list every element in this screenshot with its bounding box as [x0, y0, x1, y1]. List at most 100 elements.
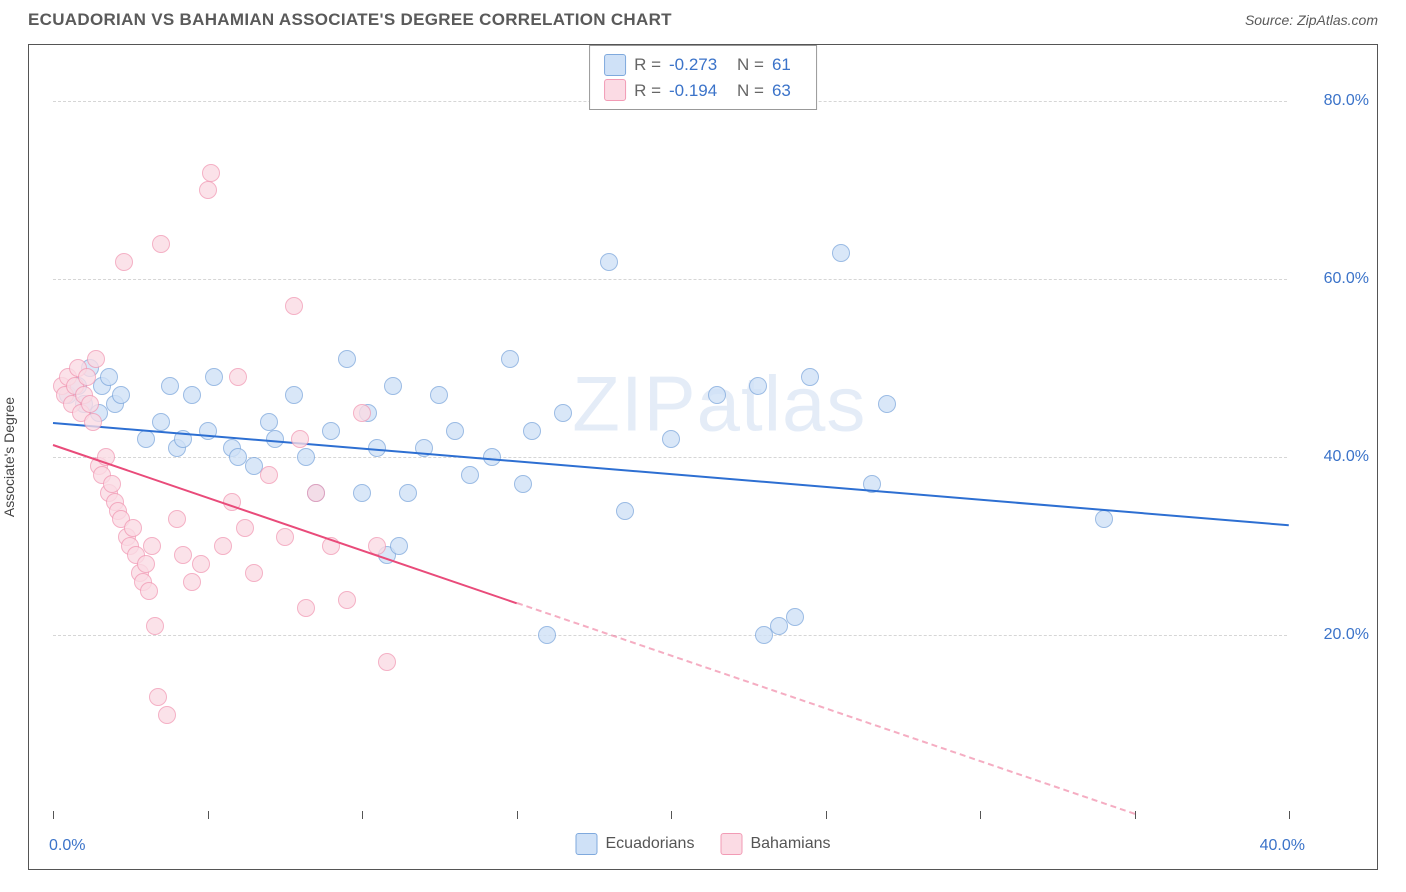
y-tick-label: 60.0%: [1324, 270, 1369, 288]
r-value: -0.194: [669, 78, 729, 104]
data-point: [786, 608, 804, 626]
data-point: [1095, 510, 1113, 528]
data-point: [384, 377, 402, 395]
data-point: [616, 502, 634, 520]
data-point: [137, 555, 155, 573]
data-point: [538, 626, 556, 644]
data-point: [124, 519, 142, 537]
data-point: [338, 350, 356, 368]
header-bar: ECUADORIAN VS BAHAMIAN ASSOCIATE'S DEGRE…: [0, 0, 1406, 36]
chart-frame: Associate's Degree ZIPatlas 20.0%40.0%60…: [28, 44, 1378, 870]
data-point: [297, 599, 315, 617]
x-tick: [53, 811, 54, 819]
data-point: [338, 591, 356, 609]
data-point: [390, 537, 408, 555]
data-point: [291, 430, 309, 448]
data-point: [84, 413, 102, 431]
x-tick: [208, 811, 209, 819]
data-point: [353, 484, 371, 502]
data-point: [353, 404, 371, 422]
data-point: [285, 386, 303, 404]
data-point: [152, 413, 170, 431]
data-point: [430, 386, 448, 404]
data-point: [229, 368, 247, 386]
data-point: [260, 466, 278, 484]
data-point: [523, 422, 541, 440]
r-label: R =: [634, 52, 661, 78]
stat-legend-row: R = -0.273 N = 61: [604, 52, 802, 78]
data-point: [514, 475, 532, 493]
data-point: [115, 253, 133, 271]
data-point: [878, 395, 896, 413]
data-point: [501, 350, 519, 368]
plot-area: ZIPatlas 20.0%40.0%60.0%80.0%: [53, 57, 1287, 811]
data-point: [158, 706, 176, 724]
n-label: N =: [737, 78, 764, 104]
stat-legend-row: R = -0.194 N = 63: [604, 78, 802, 104]
data-point: [461, 466, 479, 484]
data-point: [149, 688, 167, 706]
gridline: [53, 635, 1287, 636]
x-min-label: 0.0%: [49, 837, 85, 855]
legend-swatch: [576, 833, 598, 855]
data-point: [183, 573, 201, 591]
x-tick: [671, 811, 672, 819]
data-point: [378, 653, 396, 671]
y-axis-label: Associate's Degree: [1, 397, 17, 517]
legend-swatch: [720, 833, 742, 855]
data-point: [307, 484, 325, 502]
data-point: [168, 510, 186, 528]
data-point: [78, 368, 96, 386]
trend-line: [516, 602, 1135, 815]
n-label: N =: [737, 52, 764, 78]
x-tick: [1289, 811, 1290, 819]
data-point: [81, 395, 99, 413]
x-tick: [826, 811, 827, 819]
data-point: [399, 484, 417, 502]
data-point: [297, 448, 315, 466]
data-point: [87, 350, 105, 368]
y-tick-label: 40.0%: [1324, 448, 1369, 466]
n-value: 63: [772, 78, 802, 104]
data-point: [174, 546, 192, 564]
data-point: [554, 404, 572, 422]
data-point: [322, 422, 340, 440]
data-point: [236, 519, 254, 537]
data-point: [161, 377, 179, 395]
legend-swatch: [604, 79, 626, 101]
data-point: [276, 528, 294, 546]
n-value: 61: [772, 52, 802, 78]
r-label: R =: [634, 78, 661, 104]
data-point: [260, 413, 278, 431]
y-tick-label: 80.0%: [1324, 92, 1369, 110]
data-point: [446, 422, 464, 440]
legend-label: Ecuadorians: [606, 835, 695, 853]
r-value: -0.273: [669, 52, 729, 78]
data-point: [662, 430, 680, 448]
x-tick: [517, 811, 518, 819]
data-point: [100, 368, 118, 386]
x-tick: [980, 811, 981, 819]
chart-title: ECUADORIAN VS BAHAMIAN ASSOCIATE'S DEGRE…: [28, 10, 672, 30]
x-max-label: 40.0%: [1260, 837, 1305, 855]
data-point: [205, 368, 223, 386]
data-point: [140, 582, 158, 600]
data-point: [801, 368, 819, 386]
data-point: [832, 244, 850, 262]
legend-swatch: [604, 54, 626, 76]
data-point: [137, 430, 155, 448]
data-point: [103, 475, 121, 493]
series-legend: Ecuadorians Bahamians: [576, 833, 831, 855]
data-point: [708, 386, 726, 404]
data-point: [146, 617, 164, 635]
data-point: [285, 297, 303, 315]
y-tick-label: 20.0%: [1324, 626, 1369, 644]
data-point: [600, 253, 618, 271]
legend-item: Bahamians: [720, 833, 830, 855]
x-tick: [362, 811, 363, 819]
data-point: [112, 386, 130, 404]
data-point: [192, 555, 210, 573]
gridline: [53, 279, 1287, 280]
data-point: [245, 564, 263, 582]
legend-item: Ecuadorians: [576, 833, 695, 855]
